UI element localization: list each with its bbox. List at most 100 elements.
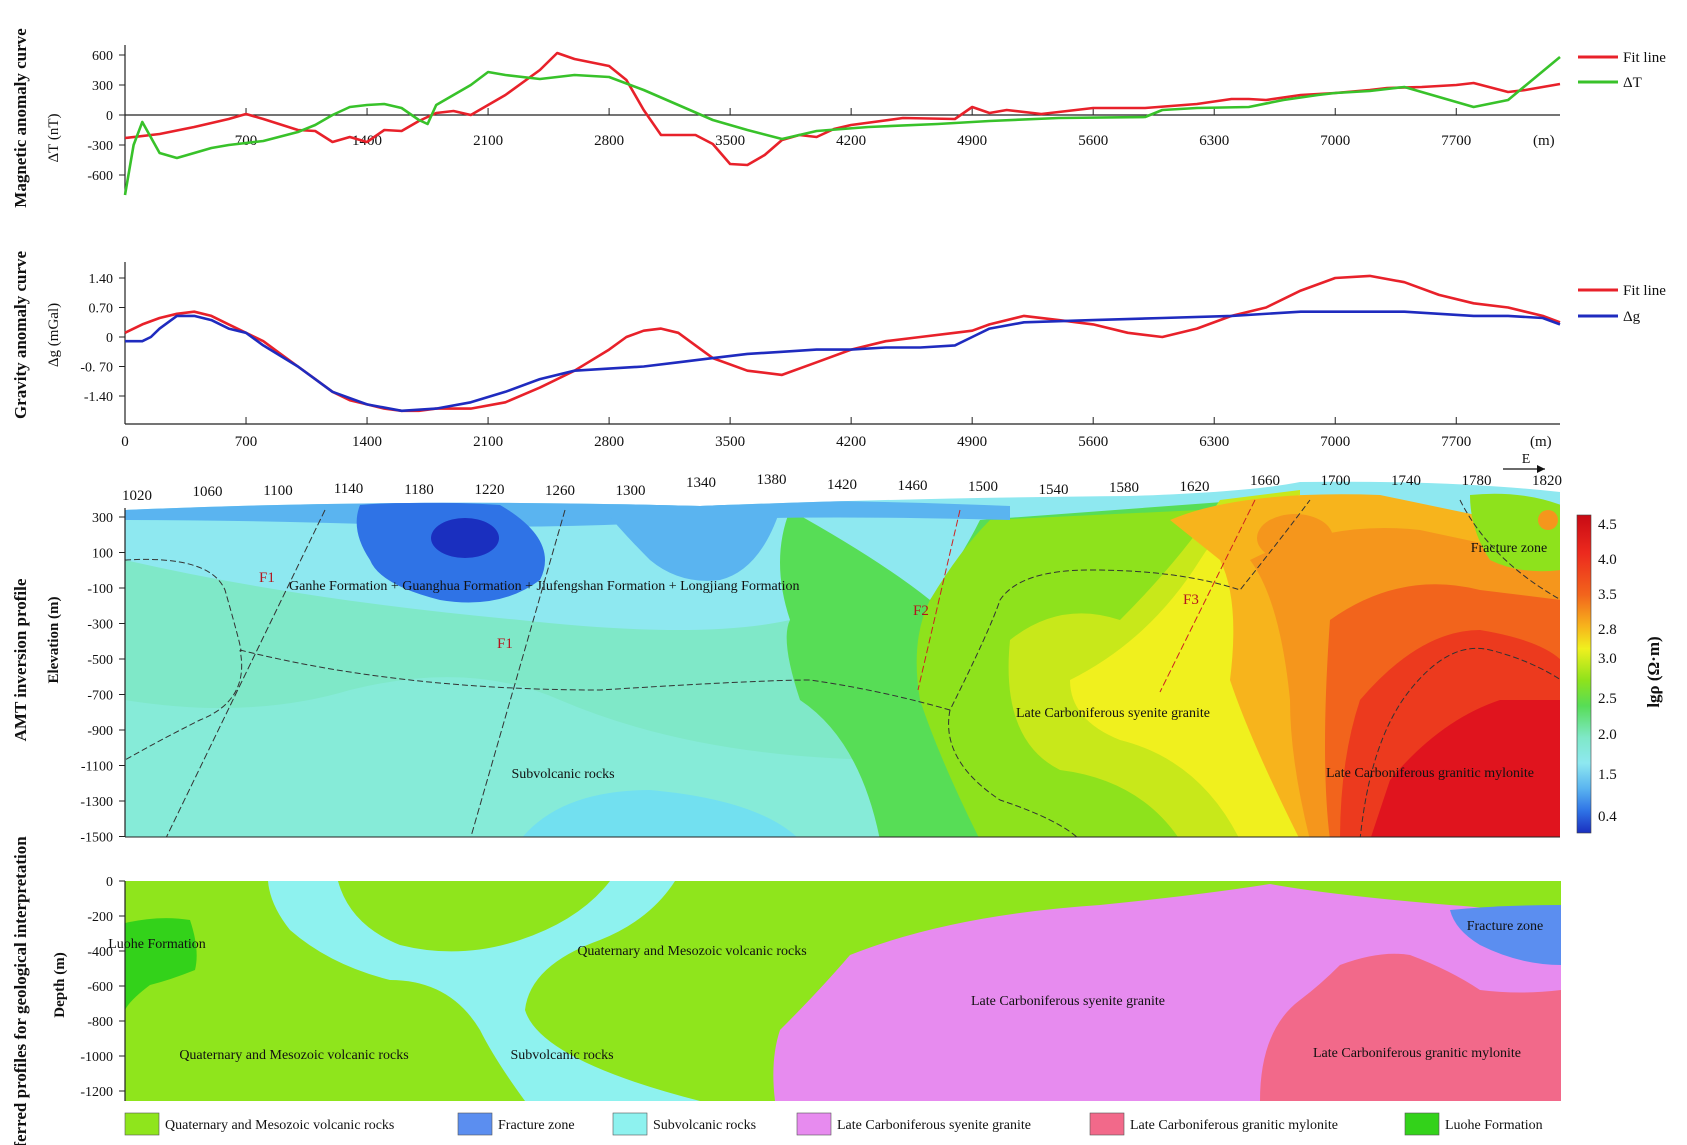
amt-ytick-label: 100 [92,547,113,562]
amt-ytick-label: -100 [87,582,113,597]
geo-ytick-label: -400 [87,945,113,960]
colorbar-tick-label: 1.5 [1598,767,1617,783]
gravity-xtick-label: 5600 [1078,434,1108,450]
gravity-ytick-label: -1.40 [84,390,113,405]
gravity-x-zero: 0 [121,434,129,450]
legend-swatch [1404,1112,1440,1136]
gravity-xtick-label: 6300 [1199,434,1229,450]
magnetic-xtick-label: 6300 [1199,133,1229,149]
amt-ytick-label: -1300 [80,795,113,810]
geo-section [125,881,1561,1101]
amt-station-label: 1340 [686,475,716,491]
gravity-ytick-label: 0 [106,331,113,346]
magnetic-legend-dt: ΔT [1623,75,1642,91]
amt-station-label: 1260 [545,483,575,499]
amt-label-syenite: Late Carboniferous syenite granite [1016,706,1210,721]
gravity-xtick-label: 2800 [594,434,624,450]
amt-station-label: 1500 [968,479,998,495]
geo-label-mylonite: Late Carboniferous granitic mylonite [1313,1046,1521,1061]
colorbar [1576,514,1592,834]
legend-label: Fracture zone [498,1118,575,1133]
magnetic-x-unit: (m) [1533,133,1555,149]
gravity-ylabel: Δg (mGal) [46,303,62,367]
amt-station-label: 1420 [827,477,857,493]
amt-label-subvolcanic: Subvolcanic rocks [511,767,614,782]
gravity-xtick-label: 7000 [1320,434,1350,450]
gravity-xtick-label: 4200 [836,434,866,450]
amt-ytick-label: -1100 [81,760,113,775]
amt-inversion-panel: AMT inversion profile Elevation (m) [11,452,1663,846]
magnetic-series-line [124,51,1561,167]
magnetic-ytick-label: -300 [87,139,113,154]
geo-label-subvolcanic: Subvolcanic rocks [510,1048,613,1063]
geo-title: Inferred profiles for geological interpr… [11,836,30,1145]
colorbar-label: lgρ (Ω·m) [1644,636,1663,707]
geo-ytick-label: -200 [87,910,113,925]
fault-label-f2: F2 [913,603,929,619]
legend-swatch [612,1112,648,1136]
amt-label-fracture: Fracture zone [1471,541,1548,556]
amt-station-label: 1700 [1321,473,1351,489]
magnetic-ytick-label: 600 [92,49,113,64]
legend-label: Luohe Formation [1445,1118,1543,1133]
geo-title-text: Inferred profiles for geological interpr… [11,836,30,1145]
gravity-legend-dg: Δg [1623,309,1641,325]
amt-station-label: 1580 [1109,480,1139,496]
magnetic-ytick-label: -600 [87,169,113,184]
gravity-ytick-label: 1.40 [89,272,114,287]
amt-station-label: 1820 [1532,473,1562,489]
gravity-x-unit: (m) [1530,434,1552,450]
magnetic-series-line [123,55,1561,196]
amt-station-label: 1380 [757,472,787,488]
bottom-legend: Quaternary and Mesozoic volcanic rocks Fr… [124,1112,1543,1136]
legend-swatch [796,1112,832,1136]
gravity-ytick-label: -0. 70 [80,361,113,376]
magnetic-legend-fit: Fit line [1623,50,1666,66]
magnetic-ytick-label: 0 [106,109,113,124]
gravity-legend: Fit line Δg [1578,283,1666,325]
fault-label-f3: F3 [1183,592,1199,608]
geo-ytick-label: -1000 [80,1050,113,1065]
amt-station-label: 1780 [1462,473,1492,489]
gravity-ytick-label: 0.70 [89,302,114,317]
magnetic-anomaly-panel: Magnetic anomaly curve ΔT (nT) 600 300 0 -3… [11,28,1666,208]
legend-label: Late Carboniferous granitic mylonite [1130,1118,1338,1133]
legend-swatch [124,1112,160,1136]
amt-station-label: 1060 [193,484,223,500]
gravity-xtick-label: 700 [235,434,258,450]
amt-station-label: 1100 [263,483,292,499]
magnetic-xtick-label: 700 [235,133,258,149]
magnetic-xtick-label: 7000 [1320,133,1350,149]
geo-ytick-label: -1200 [80,1085,113,1100]
direction-label: E [1522,452,1531,467]
magnetic-ylabel: ΔT (nT) [46,114,62,163]
colorbar-tick-label: 0.4 [1598,809,1617,825]
legend-label: Subvolcanic rocks [653,1118,756,1133]
magnetic-legend: Fit line ΔT [1578,50,1666,91]
colorbar-tick-label: 2.0 [1598,727,1617,743]
magnetic-xtick-label: 4200 [836,133,866,149]
amt-station-label: 1460 [898,478,928,494]
legend-swatch [457,1112,493,1136]
gravity-xtick-label: 2100 [473,434,503,450]
legend-label: Quaternary and Mesozoic volcanic rocks [165,1118,394,1133]
amt-label-ganhe: Ganhe Formation + Guanghua Formation + J… [289,579,800,594]
colorbar-tick-label: 3.0 [1598,651,1617,667]
amt-station-label: 1660 [1250,473,1280,489]
geo-label-luohe: Luohe Formation [108,937,206,952]
amt-ytick-label: -900 [87,724,113,739]
magnetic-xtick-label: 2100 [473,133,503,149]
gravity-xtick-label: 7700 [1441,434,1471,450]
geo-ylabel: Depth (m) [52,952,68,1017]
geo-label-qm-bottom: Quaternary and Mesozoic volcanic rocks [179,1048,408,1063]
colorbar-tick-label: 2.8 [1598,622,1617,638]
gravity-xtick-label: 3500 [715,434,745,450]
gravity-xtick-label: 4900 [957,434,987,450]
colorbar-tick-label: 3.5 [1598,587,1617,603]
amt-station-label: 1620 [1180,479,1210,495]
amt-ytick-label: -700 [87,689,113,704]
geo-label-fracture: Fracture zone [1467,919,1544,934]
magnetic-xtick-label: 2800 [594,133,624,149]
gravity-anomaly-panel: Gravity anomaly curve Δg (mGal) 1.40 0.70… [11,251,1666,450]
